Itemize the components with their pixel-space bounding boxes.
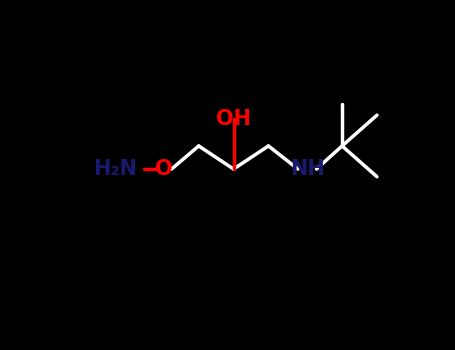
Text: H₂N: H₂N xyxy=(93,159,137,179)
Text: OH: OH xyxy=(216,109,251,129)
Text: NH: NH xyxy=(290,159,324,179)
Text: O: O xyxy=(155,159,172,179)
